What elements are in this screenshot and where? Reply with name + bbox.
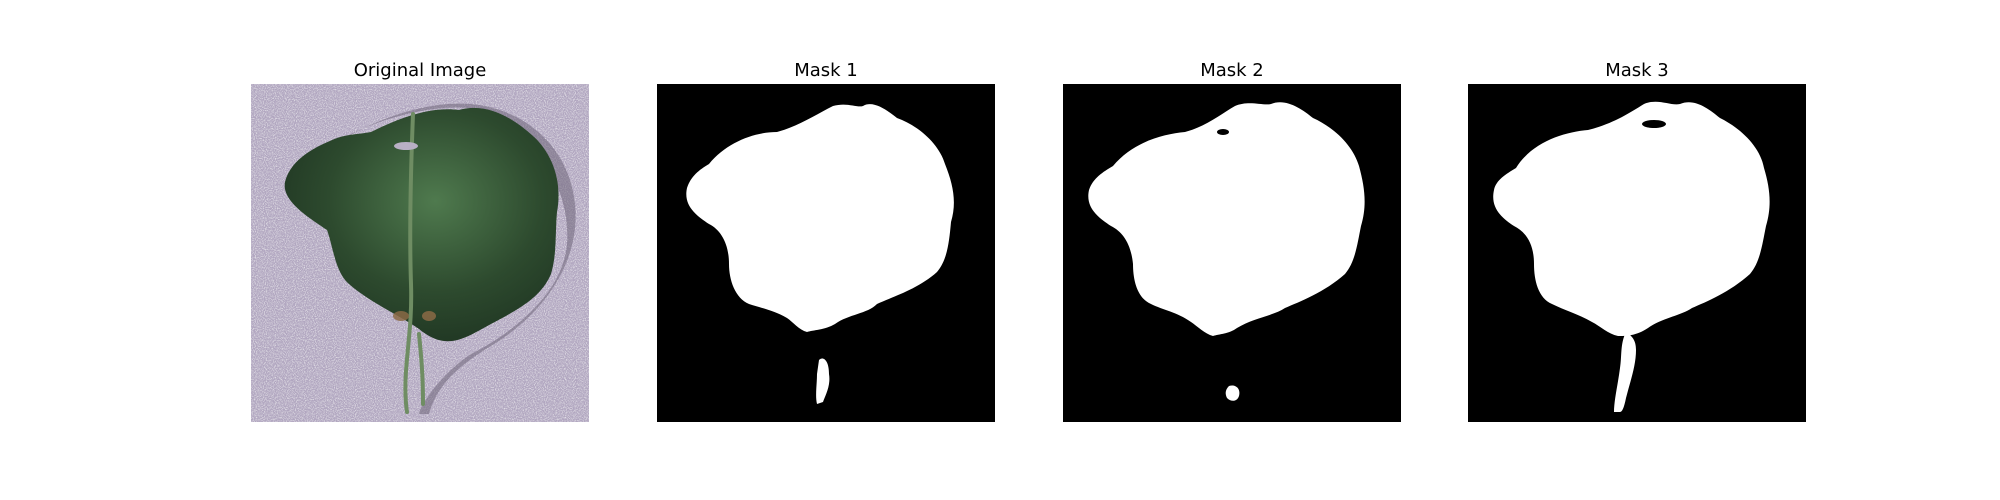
mask-3-image xyxy=(1468,84,1806,422)
mask-hole xyxy=(1642,120,1666,128)
mask-region-leaf xyxy=(686,104,954,332)
panel-original-image: Original Image xyxy=(251,58,589,422)
panel-mask-2: Mask 2 xyxy=(1063,58,1401,422)
mask-hole xyxy=(1217,129,1229,135)
leaf-lesion xyxy=(422,311,436,321)
leaf-hole xyxy=(394,142,418,150)
leaf-blade xyxy=(284,107,559,342)
leaf-stem xyxy=(417,332,425,406)
mask-2-image xyxy=(1063,84,1401,422)
panel-title: Mask 2 xyxy=(1200,60,1264,81)
panel-mask-1: Mask 1 xyxy=(657,58,995,422)
mask-1-image xyxy=(657,84,995,422)
mask-region-stem xyxy=(816,358,830,404)
mask-region-stem xyxy=(1614,332,1636,412)
panel-mask-3: Mask 3 xyxy=(1468,58,1806,422)
panel-title: Mask 3 xyxy=(1605,60,1669,81)
leaf-midrib xyxy=(403,112,415,414)
panel-title: Mask 1 xyxy=(794,60,858,81)
leaf-photo xyxy=(251,84,589,422)
mask-region-leaf xyxy=(1493,101,1770,336)
leaf-lesion xyxy=(393,311,409,321)
mask-region-leaf xyxy=(1088,102,1365,336)
mask-region-fragment xyxy=(1225,385,1240,401)
panel-title: Original Image xyxy=(353,60,487,81)
